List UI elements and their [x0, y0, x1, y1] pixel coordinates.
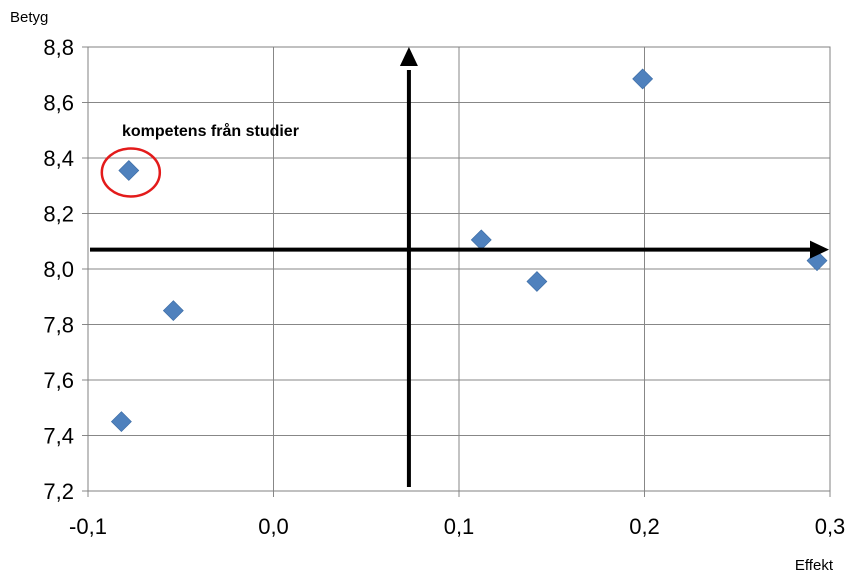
- x-axis-label: Effekt: [795, 557, 834, 574]
- y-tick-label: 7,6: [43, 368, 74, 393]
- vertical-arrow-head: [399, 47, 418, 66]
- y-tick-label: 8,4: [43, 146, 74, 171]
- y-axis-label: Betyg: [10, 9, 48, 26]
- y-tick-label: 7,2: [43, 479, 74, 504]
- y-axis-ticks: 7,2 7,4 7,6 7,8 8,0 8,2 8,4 8,6 8,8: [43, 35, 74, 504]
- grid-lines: [82, 46, 831, 497]
- y-tick-label: 7,4: [43, 424, 74, 449]
- y-tick-label: 7,8: [43, 313, 74, 338]
- y-tick-label: 8,6: [43, 91, 74, 116]
- reference-arrows: [90, 47, 829, 487]
- plot-area-frame: [87, 46, 831, 492]
- data-point: [118, 160, 140, 181]
- horizontal-arrow-head: [810, 240, 829, 259]
- y-tick-label: 8,0: [43, 257, 74, 282]
- x-axis-ticks: -0,1 0,0 0,1 0,2 0,3: [69, 514, 845, 539]
- highlight-circle: [100, 147, 162, 198]
- data-point: [470, 229, 492, 251]
- y-tick-label: 8,2: [43, 202, 74, 227]
- data-point: [526, 271, 548, 292]
- x-tick-label: 0,0: [258, 514, 289, 539]
- data-point: [632, 68, 654, 90]
- x-tick-label: 0,3: [815, 514, 846, 539]
- annotation-label: kompetens från studier: [122, 122, 299, 140]
- x-tick-label: 0,1: [444, 514, 475, 539]
- y-tick-label: 8,8: [43, 35, 74, 60]
- x-tick-label: 0,2: [629, 514, 660, 539]
- data-point: [162, 300, 184, 322]
- data-point: [110, 411, 132, 433]
- x-tick-label: -0,1: [69, 514, 107, 539]
